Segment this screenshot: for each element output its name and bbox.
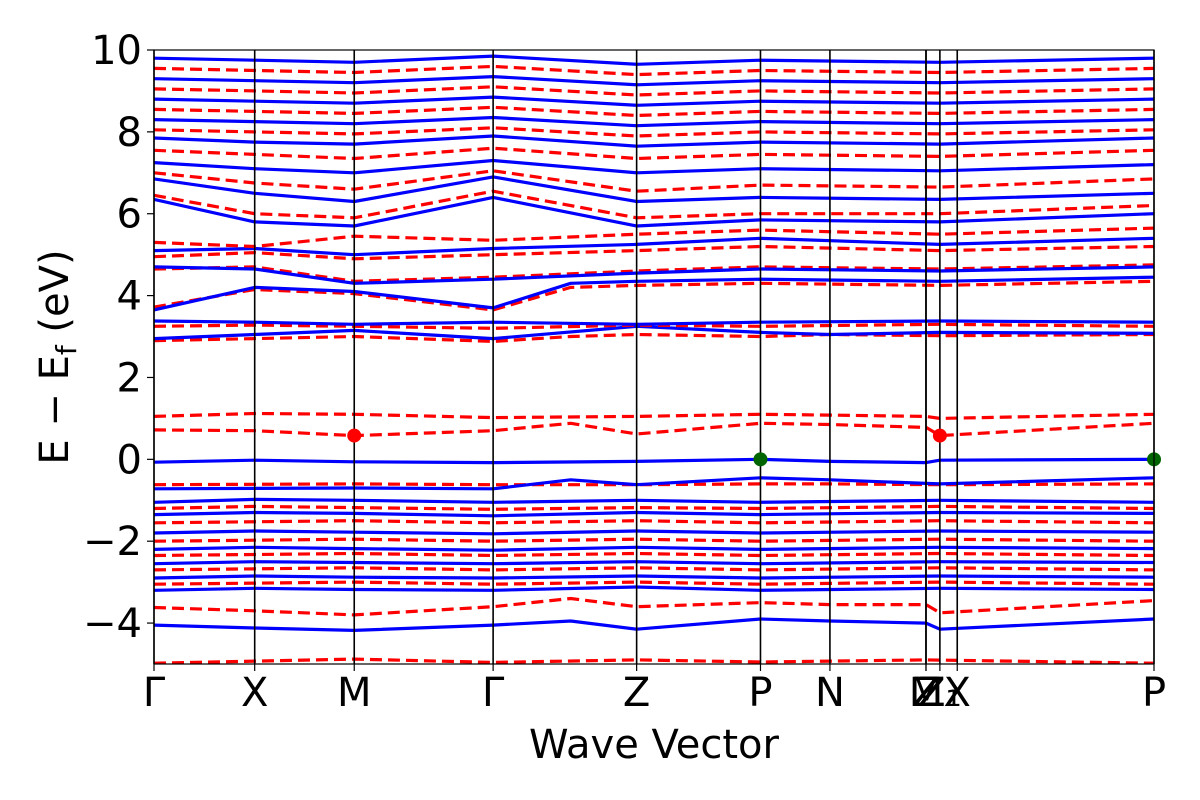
x-tick-label-11: P xyxy=(1142,670,1166,716)
cbm-marker-1 xyxy=(932,428,947,443)
spin-down-band-16 xyxy=(154,580,1154,586)
x-tick-label-7: M xyxy=(909,670,944,716)
spin-down-band-6 xyxy=(154,504,1154,511)
spin-up-band-30 xyxy=(154,236,1154,257)
spin-down-band-43 xyxy=(154,85,1154,97)
y-axis-label-subscript: f xyxy=(50,344,83,355)
spin-up-band-34 xyxy=(154,175,1154,204)
spin-down-band-25 xyxy=(154,279,1154,312)
y-tick-label-0: −4 xyxy=(83,601,142,647)
spin-up-band-9 xyxy=(154,529,1154,536)
spin-up-band-36 xyxy=(154,158,1154,175)
y-axis-label-unit: (eV) xyxy=(32,249,78,345)
y-axis-label-main: E − E xyxy=(32,355,78,465)
spin-up-band-5 xyxy=(154,497,1154,504)
x-tick-label-2: M xyxy=(337,670,372,716)
spin-up-band-19 xyxy=(154,617,1154,633)
spin-up-band-38 xyxy=(154,134,1154,148)
spin-down-band-45 xyxy=(154,64,1154,77)
spin-down-band-33 xyxy=(154,189,1154,220)
spin-down-band-8 xyxy=(154,519,1154,525)
spin-down-band-41 xyxy=(154,105,1154,118)
x-axis-label: Wave Vector xyxy=(529,722,780,768)
spin-up-band-28 xyxy=(154,265,1154,285)
x-tick-label-3: Γ xyxy=(482,670,505,716)
spin-down-band-21 xyxy=(154,332,1154,343)
spin-down-band-35 xyxy=(154,169,1154,193)
spin-up-band-15 xyxy=(154,574,1154,580)
vbm-marker-2 xyxy=(753,452,768,467)
band-lines xyxy=(154,54,1154,664)
spin-down-band-0 xyxy=(154,411,1154,420)
y-axis-ticks: −4 −2 0 2 4 6 8 10 xyxy=(83,28,154,647)
spin-down-band-18 xyxy=(154,596,1154,617)
spin-down-band-37 xyxy=(154,146,1154,161)
spin-up-band-11 xyxy=(154,545,1154,552)
spin-down-band-14 xyxy=(154,566,1154,572)
x-tick-label-6: N xyxy=(815,670,845,716)
spin-down-band-23 xyxy=(154,322,1154,330)
x-tick-label-8: Z xyxy=(912,670,939,716)
y-tick-label-6: 8 xyxy=(117,110,142,156)
spin-up-band-44 xyxy=(154,74,1154,87)
spin-down-band-1 xyxy=(154,421,1154,438)
spin-down-band-10 xyxy=(154,537,1154,543)
spin-down-band-27 xyxy=(154,263,1154,283)
spin-up-band-13 xyxy=(154,560,1154,566)
y-tick-label-3: 2 xyxy=(117,355,142,401)
spin-down-band-12 xyxy=(154,551,1154,558)
x-tick-label-10: X xyxy=(944,670,971,716)
spin-down-band-31 xyxy=(154,226,1154,249)
x-tick-label-5: P xyxy=(748,670,772,716)
spin-up-band-26 xyxy=(154,275,1154,312)
y-tick-label-4: 4 xyxy=(117,274,142,320)
x-tick-label-9: Z₁ xyxy=(918,670,961,716)
spin-up-band-2 xyxy=(154,457,1154,465)
x-tick-label-4: Z xyxy=(623,670,650,716)
y-axis-label: E − Ef (eV) xyxy=(32,249,83,464)
spin-up-band-7 xyxy=(154,510,1154,518)
spin-up-band-40 xyxy=(154,115,1154,128)
spin-down-band-39 xyxy=(154,126,1154,138)
y-tick-label-7: 10 xyxy=(91,28,142,74)
x-tick-label-0: Γ xyxy=(143,670,166,716)
x-tick-label-1: X xyxy=(241,670,268,716)
y-tick-label-1: −2 xyxy=(83,519,142,565)
spin-up-band-46 xyxy=(154,54,1154,66)
y-tick-label-2: 0 xyxy=(117,437,142,483)
cbm-marker-0 xyxy=(347,428,362,443)
y-tick-label-5: 6 xyxy=(117,192,142,238)
spin-up-band-17 xyxy=(154,585,1154,592)
spin-up-band-24 xyxy=(154,319,1154,326)
spin-down-band-29 xyxy=(154,244,1154,261)
plot-frame xyxy=(153,49,1155,665)
spin-up-band-32 xyxy=(154,195,1154,228)
spin-up-band-42 xyxy=(154,95,1154,107)
spin-down-band-20 xyxy=(154,657,1154,664)
